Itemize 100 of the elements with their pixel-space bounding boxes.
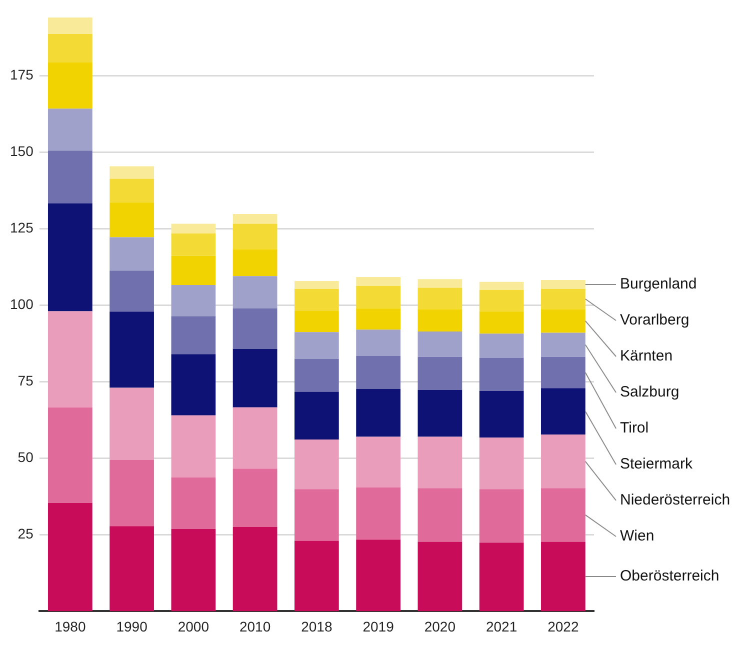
- bar: [356, 540, 400, 612]
- bar: [48, 203, 92, 312]
- y-tick-label: 100: [10, 296, 34, 312]
- bar: [110, 312, 154, 388]
- bar: [48, 17, 92, 34]
- x-tick-label: 1990: [116, 618, 148, 634]
- bar: [356, 356, 400, 390]
- y-tick-label: 125: [10, 219, 34, 236]
- bar: [110, 166, 154, 179]
- bar: [418, 542, 462, 612]
- bar: [541, 288, 586, 310]
- bar: [418, 390, 462, 437]
- bar: [294, 358, 339, 392]
- bar: [232, 249, 278, 276]
- bar: [232, 407, 278, 469]
- bar: [110, 388, 154, 460]
- bar: [48, 150, 92, 204]
- text: Vorarlberg: [620, 312, 690, 329]
- bar: [541, 488, 586, 542]
- bar: [171, 415, 216, 478]
- text: Steiermark: [620, 456, 694, 473]
- bar: [418, 488, 462, 542]
- bar: [479, 334, 524, 358]
- bar: [356, 308, 400, 330]
- bar: [541, 434, 586, 488]
- bar: [294, 288, 339, 311]
- bar: [171, 284, 216, 316]
- text: Burgenland: [620, 276, 697, 293]
- bar: [48, 502, 92, 612]
- y-tick-label: 75: [18, 372, 34, 389]
- bar: [48, 34, 92, 62]
- bar: [294, 332, 339, 359]
- bar: [418, 356, 462, 390]
- bar: [232, 276, 278, 308]
- bar: [541, 309, 586, 333]
- x-tick-label: 2020: [424, 618, 456, 634]
- bar: [232, 308, 278, 349]
- y-tick-label: 175: [10, 66, 34, 82]
- x-tick-label: 2022: [548, 618, 579, 634]
- bar: [541, 332, 586, 357]
- bar: [479, 358, 524, 391]
- bar: [110, 460, 154, 526]
- bar: [479, 489, 524, 543]
- bar: [479, 282, 524, 290]
- bar: [232, 348, 278, 408]
- bar: [232, 214, 278, 224]
- bar: [110, 270, 154, 312]
- bar: [541, 388, 586, 435]
- bar: [294, 540, 339, 612]
- bar: [418, 279, 462, 288]
- x-tick-label: 2010: [239, 618, 271, 634]
- bar: [479, 311, 524, 334]
- text: Niederösterreich: [620, 492, 730, 509]
- x-tick-label: 2000: [178, 618, 210, 634]
- y-tick-label: 25: [18, 526, 34, 542]
- bar: [294, 310, 339, 332]
- bar: [110, 526, 154, 612]
- text: Wien: [620, 528, 654, 545]
- bar: [418, 436, 462, 488]
- bar: [48, 62, 92, 109]
- bar: [110, 178, 154, 202]
- x-tick-label: 2018: [301, 618, 332, 634]
- bar: [479, 542, 524, 612]
- bar: [294, 440, 339, 490]
- bar: [356, 276, 400, 286]
- text: Salzburg: [620, 384, 680, 401]
- bar: [418, 331, 462, 357]
- bar: [110, 237, 154, 271]
- bar: [479, 290, 524, 312]
- bar: [356, 286, 400, 308]
- text: Oberösterreich: [620, 568, 720, 585]
- bar: [171, 224, 216, 234]
- bar: [232, 468, 278, 528]
- bar: [418, 288, 462, 310]
- bar: [171, 234, 216, 256]
- bar: [418, 309, 462, 332]
- bar: [356, 436, 400, 488]
- bar: [110, 202, 154, 238]
- bar: [356, 487, 400, 540]
- text: Kärnten: [620, 348, 673, 365]
- bar: [171, 354, 216, 416]
- bar: [48, 311, 92, 408]
- bar: [171, 316, 216, 354]
- bar: [541, 280, 586, 289]
- y-tick-label: 150: [10, 142, 34, 159]
- x-tick-label: 2021: [486, 618, 518, 634]
- bar: [171, 528, 216, 612]
- bar: [294, 280, 339, 289]
- bar: [294, 392, 339, 440]
- bar: [171, 477, 216, 529]
- bar: [294, 489, 339, 541]
- bar: [479, 390, 524, 438]
- bar: [48, 407, 92, 503]
- bar: [541, 542, 586, 612]
- bar: [356, 330, 400, 356]
- bar: [48, 108, 92, 151]
- x-tick-label: 1980: [54, 618, 86, 634]
- bar: [356, 389, 400, 437]
- bar: [541, 356, 586, 388]
- bar: [232, 527, 278, 612]
